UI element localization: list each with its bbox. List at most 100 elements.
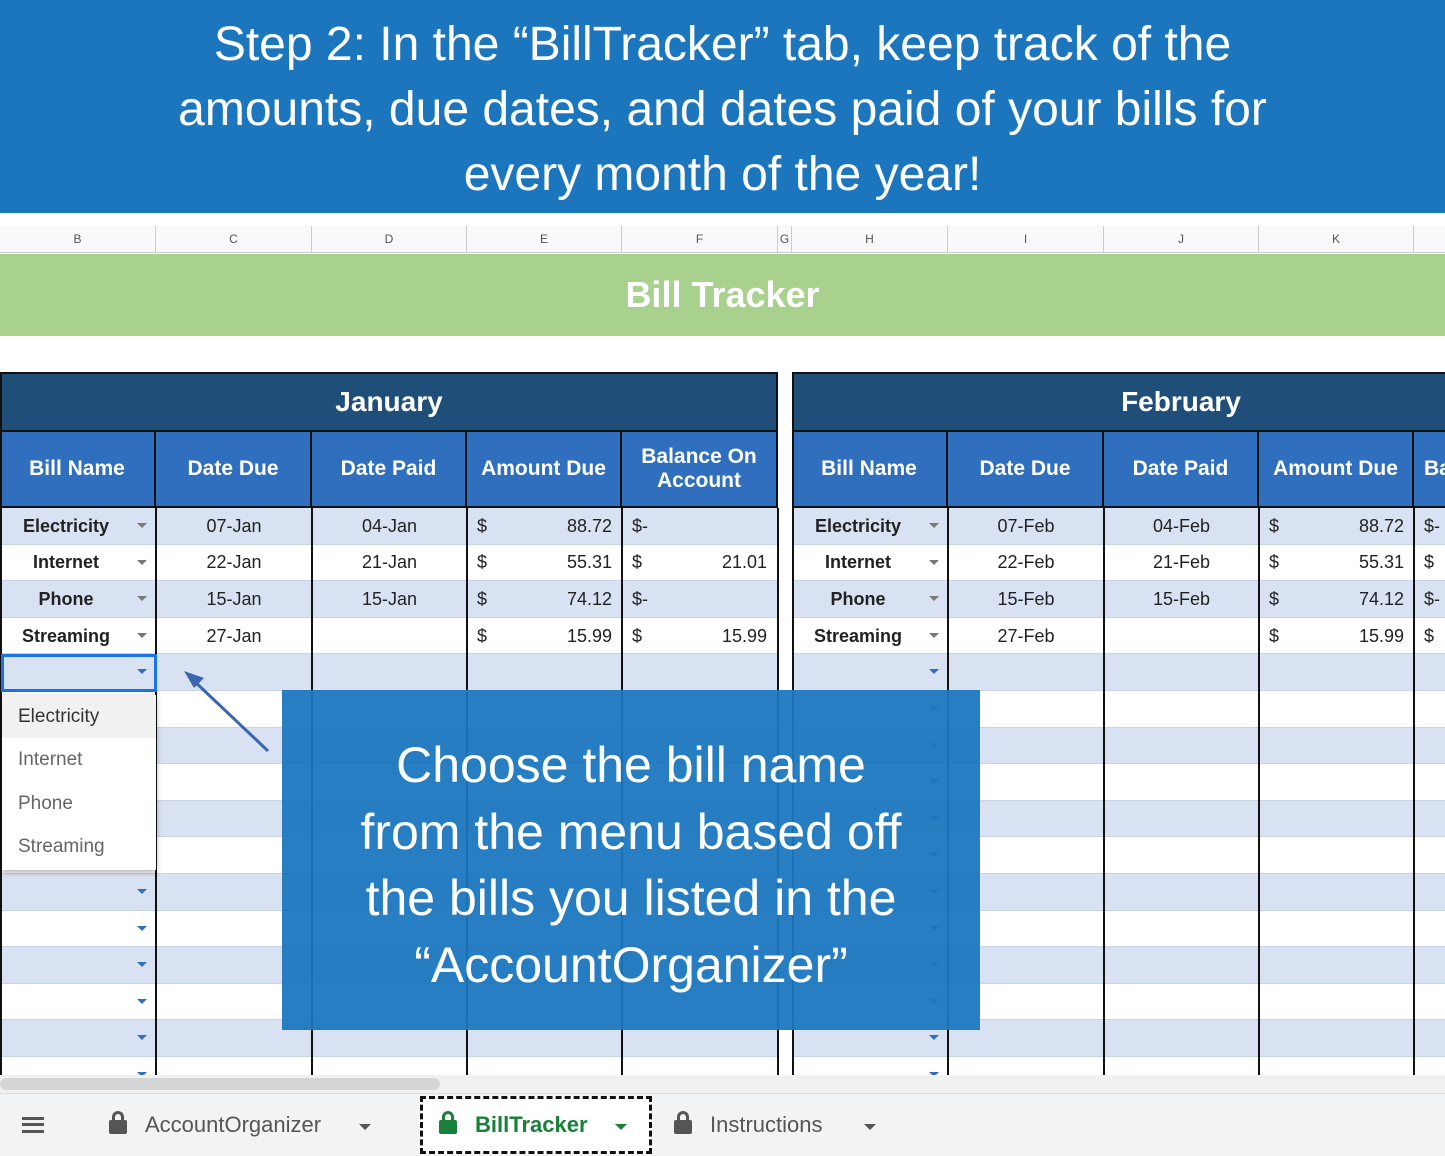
table-row xyxy=(792,654,1445,691)
lock-shackle xyxy=(677,1111,689,1123)
column-border xyxy=(1103,508,1105,1075)
dropdown-arrow xyxy=(929,523,939,528)
amount-cell: $ xyxy=(477,515,488,536)
banner-text: amounts, due dates, and dates paid of yo… xyxy=(178,83,1267,136)
dropdown-arrow xyxy=(137,523,147,528)
column-letter: I xyxy=(948,226,1104,252)
amount-cell: 15.99 xyxy=(566,625,612,646)
sheet-list-button[interactable] xyxy=(22,1117,44,1133)
menu-line xyxy=(22,1123,44,1126)
tab-label: Instructions xyxy=(710,1112,823,1137)
date-due: 27-Jan xyxy=(206,625,262,646)
tab-caret xyxy=(359,1124,371,1130)
month-header: February xyxy=(792,372,1445,432)
bill-name: Electricity xyxy=(814,515,902,536)
callout-text: Choose the bill name xyxy=(396,737,866,793)
dropdown-option[interactable]: Streaming xyxy=(18,836,105,857)
column-header: Date Paid xyxy=(312,432,467,508)
dropdown-option[interactable]: Internet xyxy=(18,749,83,770)
column-letter: C xyxy=(156,226,312,252)
date-paid: 15-Jan xyxy=(361,588,418,609)
balance-cell: $ xyxy=(632,625,643,646)
sheet-tab[interactable]: AccountOrganizer xyxy=(95,1096,395,1154)
callout-text: the bills you listed in the xyxy=(365,870,897,926)
date-due: 15-Feb xyxy=(997,588,1055,609)
callout xyxy=(282,690,980,1030)
balance-cell: $- xyxy=(1424,515,1441,536)
column-header: Date Due xyxy=(948,432,1104,508)
column-header-bar xyxy=(0,226,1445,253)
dropdown-arrow xyxy=(137,559,147,565)
amount-cell: 55.31 xyxy=(566,552,612,573)
table-row xyxy=(0,581,778,618)
amount-cell: 74.12 xyxy=(1358,588,1404,609)
amount-cell: 88.72 xyxy=(566,515,612,536)
dropdown-option[interactable]: Electricity xyxy=(2,695,156,738)
dropdown-option[interactable]: Phone xyxy=(18,792,73,814)
banner xyxy=(0,0,1445,213)
dropdown-arrow xyxy=(929,669,939,675)
sheet-tab[interactable]: BillTracker xyxy=(420,1096,652,1154)
balance-cell: $- xyxy=(632,588,649,609)
amount-cell: 74.12 xyxy=(566,588,612,609)
dropdown-arrow xyxy=(929,1072,939,1077)
column-letter: J xyxy=(1104,226,1259,252)
month-header: January xyxy=(0,372,778,432)
bill-name: Internet xyxy=(32,552,99,573)
tab-label: BillTracker xyxy=(475,1112,588,1137)
bill-name: Phone xyxy=(38,588,94,609)
balance-cell: $ xyxy=(1424,552,1435,573)
column-header: Bill Name xyxy=(0,432,156,508)
date-due: 27-Feb xyxy=(997,625,1055,646)
date-due: 22-Jan xyxy=(206,552,262,573)
dropdown-arrow xyxy=(929,632,939,638)
column-letter: D xyxy=(312,226,467,252)
tab-bar xyxy=(0,1093,1445,1156)
amount-cell: $ xyxy=(477,588,488,609)
tab-caret xyxy=(615,1124,627,1130)
dropdown-arrow xyxy=(929,559,939,565)
dropdown-arrow xyxy=(137,1072,147,1077)
column-border xyxy=(1413,508,1415,1075)
dropdown-arrow xyxy=(929,1035,939,1041)
table-row xyxy=(0,508,778,545)
date-paid: 04-Jan xyxy=(361,515,418,536)
table-row xyxy=(0,617,778,655)
balance-cell: 15.99 xyxy=(721,625,767,646)
date-paid: 04-Feb xyxy=(1152,515,1211,536)
date-due: 15-Jan xyxy=(206,588,262,609)
amount-cell: 88.72 xyxy=(1358,515,1404,536)
sheet-tab[interactable]: Instructions xyxy=(660,1096,900,1154)
column-header: Balance On Account xyxy=(622,432,778,508)
amount-cell: $ xyxy=(1269,625,1280,646)
dropdown-arrow xyxy=(137,889,147,894)
table-row xyxy=(0,544,778,582)
amount-cell: 15.99 xyxy=(1358,625,1404,646)
dropdown-arrow xyxy=(929,596,939,602)
dropdown-arrow xyxy=(137,998,147,1004)
scrollbar-thumb xyxy=(0,1078,440,1090)
column-header: Date Due xyxy=(156,432,312,508)
column-letter: K xyxy=(1259,226,1414,252)
column-header: Ba xyxy=(1414,432,1445,508)
column-letter: B xyxy=(0,226,156,252)
column-border xyxy=(1258,508,1260,1075)
selected-cell xyxy=(1,654,157,692)
date-due: 22-Feb xyxy=(997,552,1055,573)
balance-cell: $ xyxy=(1424,625,1435,646)
lock-icon xyxy=(674,1120,692,1134)
column-letter: F xyxy=(622,226,778,252)
column-header: Amount Due xyxy=(467,432,622,508)
balance-cell: $- xyxy=(1424,588,1441,609)
column-header: Bill Name xyxy=(792,432,948,508)
amount-cell: $ xyxy=(1269,552,1280,573)
lock-shackle xyxy=(112,1111,124,1123)
banner-text: Step 2: In the “BillTracker” tab, keep t… xyxy=(213,18,1232,71)
column-border xyxy=(155,508,157,1075)
amount-cell: $ xyxy=(1269,588,1280,609)
lock-shackle xyxy=(442,1111,454,1123)
balance-cell: 21.01 xyxy=(721,552,767,573)
column-header: Date Paid xyxy=(1104,432,1259,508)
callout-text: from the menu based off xyxy=(360,803,902,860)
